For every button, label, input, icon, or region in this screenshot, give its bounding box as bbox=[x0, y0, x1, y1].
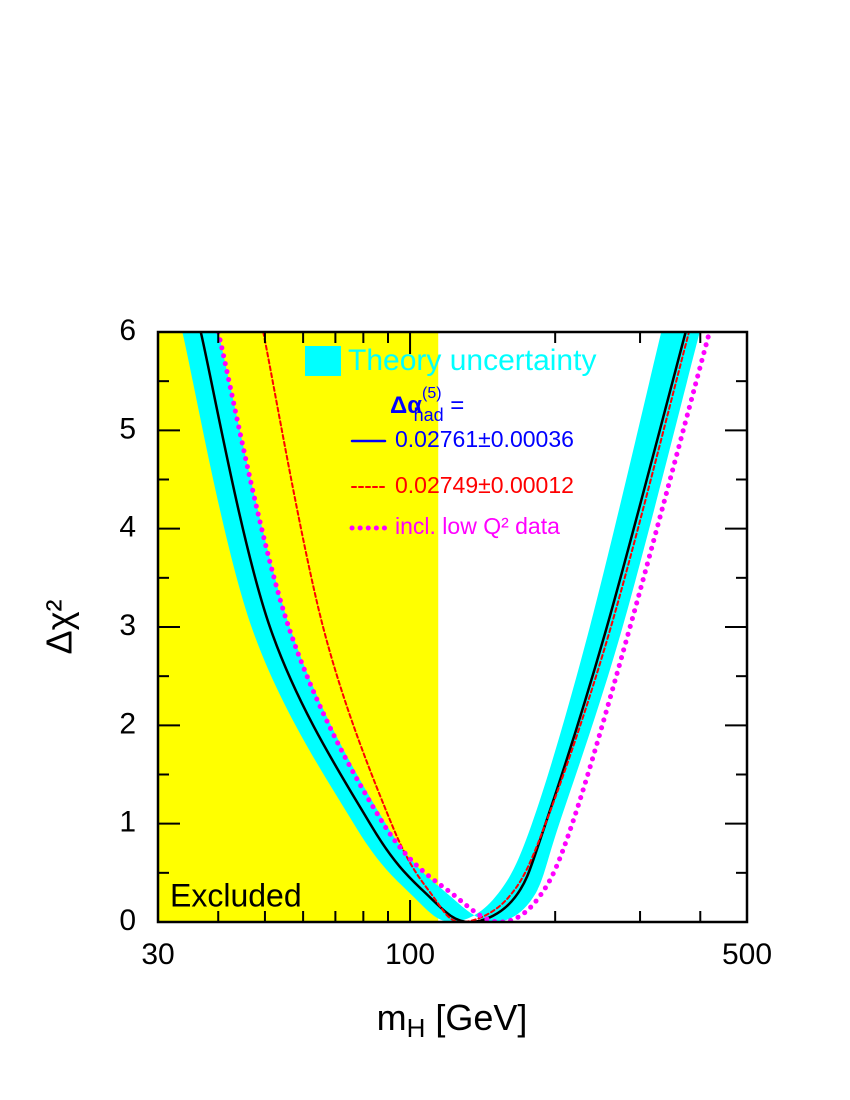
y-tick-label: 1 bbox=[119, 806, 136, 839]
y-tick-label: 3 bbox=[119, 609, 136, 642]
legend-label: 0.02761±0.00036 bbox=[395, 426, 574, 452]
legend-heading-sub: had bbox=[414, 405, 444, 425]
x-tick-label: 500 bbox=[722, 938, 772, 971]
x-label-sub: H bbox=[407, 1013, 426, 1043]
legend-swatch bbox=[305, 346, 341, 376]
curve bbox=[262, 332, 690, 922]
theory-band bbox=[182, 332, 700, 922]
legend-heading-rest: = bbox=[444, 392, 465, 419]
x-tick-label: 30 bbox=[141, 938, 174, 971]
x-label-rest: [GeV] bbox=[425, 997, 527, 1038]
legend-label: incl. low Q² data bbox=[395, 513, 560, 539]
excluded-label: Excluded bbox=[170, 877, 302, 913]
legend-label: Theory uncertainty bbox=[348, 344, 596, 377]
y-tick-label: 2 bbox=[119, 707, 136, 740]
y-tick-label: 4 bbox=[119, 511, 136, 544]
overlay: Excluded 30 100 500 0 1 2 3 4 5 6 mH [GeV] Δχ² Theory… bbox=[39, 314, 773, 1043]
y-tick-label: 5 bbox=[119, 412, 136, 445]
x-axis-label: mH [GeV] bbox=[377, 997, 528, 1043]
plot-area bbox=[158, 332, 712, 922]
legend-heading: Δα(5) had = bbox=[390, 385, 464, 425]
x-label-main: m bbox=[377, 997, 407, 1038]
legend-heading-sup: (5) bbox=[422, 385, 442, 402]
legend-label: 0.02749±0.00012 bbox=[395, 472, 574, 498]
y-axis-label: Δχ² bbox=[39, 600, 80, 655]
x-tick-label: 100 bbox=[385, 938, 435, 971]
y-tick-label: 6 bbox=[119, 314, 136, 347]
legend-heading-main: Δα bbox=[390, 392, 422, 419]
y-tick-label: 0 bbox=[119, 904, 136, 937]
